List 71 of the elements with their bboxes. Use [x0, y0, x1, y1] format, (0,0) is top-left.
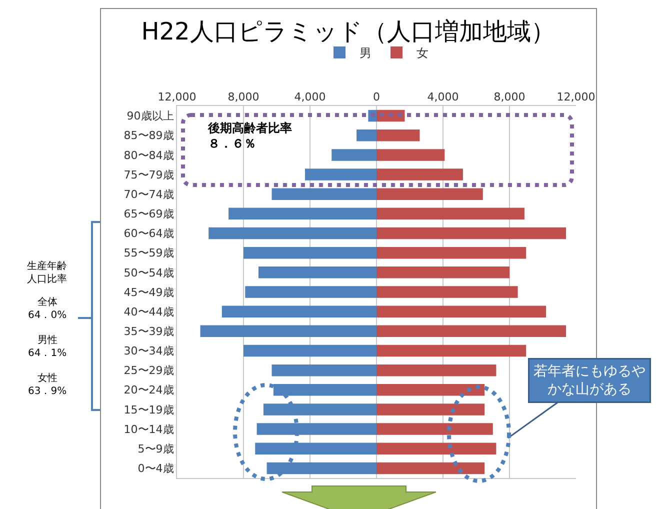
legend-label: 女 [416, 46, 428, 60]
bar [305, 168, 376, 180]
y-tick-label: 65〜69歳 [124, 208, 174, 221]
bar [258, 266, 376, 278]
y-tick-label: 30〜34歳 [124, 344, 174, 358]
bar [208, 227, 376, 240]
chart-title: H22人口ピラミッド（人口増加地域） [141, 18, 555, 46]
text: 男性 64．1% [28, 334, 67, 359]
bar [376, 129, 420, 142]
bar [222, 306, 376, 318]
bar [376, 344, 526, 357]
bar [376, 423, 493, 435]
y-tick-label: 40〜44歳 [124, 305, 174, 318]
x-tick-label: 12,000 [158, 90, 196, 104]
x-tick-label: 4,000 [427, 90, 459, 104]
bar [376, 168, 463, 180]
y-tick-label: 5〜9歳 [138, 442, 174, 456]
annotation: 若年者にもゆるやかな山がある [534, 364, 646, 398]
y-tick-label: 25〜29歳 [124, 364, 174, 378]
text: 全体 64．0% [28, 296, 67, 321]
y-tick-label: 0〜4歳 [138, 462, 174, 476]
y-tick-label: 55〜59歳 [124, 246, 174, 260]
bar [376, 188, 483, 200]
y-tick-label: 85〜89歳 [124, 129, 174, 142]
x-tick-label: 8,000 [494, 90, 526, 104]
y-tick-label: 45〜49歳 [124, 286, 174, 299]
x-tick-label: 12,000 [556, 90, 596, 104]
bar [376, 404, 485, 416]
bar [376, 364, 496, 376]
bar [228, 208, 376, 220]
text: 生産年齢人口比率 [27, 260, 67, 285]
bar [376, 227, 566, 240]
bar [332, 149, 376, 161]
bar [244, 246, 376, 259]
bar [376, 208, 524, 220]
bar [273, 384, 376, 396]
bar [376, 286, 518, 298]
bar [376, 325, 566, 338]
bar [356, 129, 376, 142]
bar [272, 364, 376, 376]
y-tick-label: 15〜19歳 [124, 403, 174, 416]
y-tick-label: 60〜64歳 [124, 227, 174, 240]
x-tick-label: 4,000 [294, 90, 326, 104]
y-tick-label: 20〜24歳 [124, 384, 174, 397]
bar [376, 306, 546, 318]
bar [376, 442, 496, 455]
bar [256, 423, 376, 435]
text: 女性 63．9% [28, 372, 67, 397]
bar [200, 325, 376, 338]
y-tick-label: 10〜14歳 [124, 422, 174, 436]
legend-label: 男 [360, 46, 372, 60]
x-tick-label: 8,000 [228, 90, 260, 104]
bar [244, 344, 376, 357]
bar [376, 384, 485, 396]
bar [376, 149, 445, 161]
bar [376, 462, 485, 474]
bar [266, 462, 376, 474]
y-tick-label: 70〜74歳 [124, 188, 174, 201]
y-tick-label: 35〜39歳 [124, 325, 174, 338]
y-tick-label: 80〜84歳 [124, 148, 174, 162]
bar [376, 246, 526, 259]
bar [263, 404, 376, 416]
bar [376, 266, 510, 278]
annotation: 後期高齢者比率８．６％ [207, 121, 292, 151]
y-tick-label: 75〜79歳 [124, 168, 174, 182]
x-tick-label: 0 [373, 90, 380, 104]
y-tick-label: 50〜54歳 [124, 266, 174, 280]
y-tick-label: 90歳以上 [126, 110, 174, 123]
bar [272, 188, 376, 200]
bar [245, 286, 376, 298]
bar [255, 442, 376, 455]
